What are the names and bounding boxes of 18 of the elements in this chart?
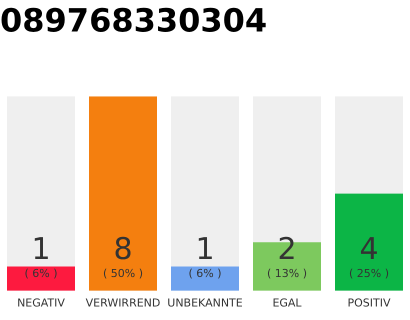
annotation: ( 6% ) — [24, 266, 58, 280]
chart-title: 089768330304 — [0, 2, 268, 40]
data-label: 8 — [113, 232, 133, 267]
x-tick-label: POSITIV — [347, 296, 391, 310]
data-label: 1 — [195, 232, 215, 267]
data-label: 1 — [31, 232, 51, 267]
data-label: 2 — [277, 232, 297, 267]
bar — [7, 266, 75, 291]
x-tick-label: VERWIRREND — [86, 296, 160, 310]
annotation: ( 25% ) — [348, 266, 390, 280]
data-label: 4 — [359, 232, 379, 267]
annotation: ( 6% ) — [188, 266, 222, 280]
bar — [171, 266, 239, 291]
x-tick-label: NEGATIV — [17, 296, 66, 310]
annotation: ( 13% ) — [266, 266, 308, 280]
x-tick-label: EGAL — [272, 296, 302, 310]
annotation: ( 50% ) — [102, 266, 144, 280]
x-tick-label: UNBEKANNTE — [167, 296, 243, 310]
